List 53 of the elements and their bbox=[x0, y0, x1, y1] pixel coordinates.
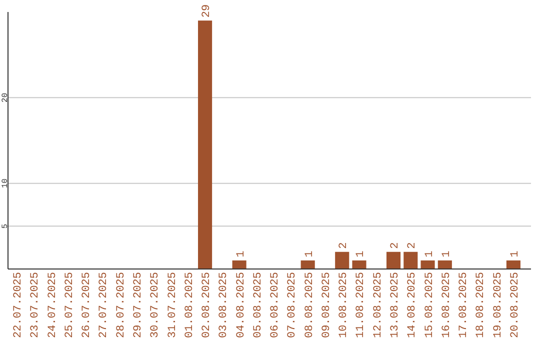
data-label: 1 bbox=[355, 250, 368, 258]
bar bbox=[438, 260, 452, 269]
y-tick-label: 20 bbox=[1, 92, 10, 102]
bar bbox=[232, 260, 246, 269]
data-label: 2 bbox=[338, 242, 350, 249]
x-tick-label: 01.08.2025 bbox=[184, 272, 196, 338]
data-label: 29 bbox=[201, 4, 214, 18]
x-tick-label: 04.08.2025 bbox=[235, 272, 248, 338]
data-label: 2 bbox=[406, 242, 419, 249]
x-tick-label: 24.07.2025 bbox=[46, 272, 59, 338]
bar bbox=[506, 260, 520, 269]
x-tick-label: 18.08.2025 bbox=[475, 272, 488, 338]
data-label: 1 bbox=[509, 250, 522, 258]
x-tick-label: 14.08.2025 bbox=[406, 272, 419, 338]
x-tick-label: 08.08.2025 bbox=[304, 272, 316, 338]
x-tick-label: 25.07.2025 bbox=[64, 272, 76, 338]
x-tick-label: 17.08.2025 bbox=[458, 272, 470, 338]
x-tick-label: 26.07.2025 bbox=[81, 272, 94, 338]
x-tick-label: 06.08.2025 bbox=[270, 272, 282, 338]
x-tick-label: 12.08.2025 bbox=[372, 272, 384, 338]
x-tick-label: 05.08.2025 bbox=[252, 272, 264, 338]
x-tick-label: 02.08.2025 bbox=[201, 272, 214, 338]
bar bbox=[335, 252, 350, 269]
x-tick-label: 09.08.2025 bbox=[320, 272, 333, 338]
bar bbox=[352, 260, 366, 269]
bar bbox=[386, 252, 401, 269]
x-tick-label: 07.08.2025 bbox=[286, 272, 299, 338]
bar bbox=[420, 260, 435, 269]
x-tick-label: 15.08.2025 bbox=[424, 272, 436, 338]
x-tick-label: 10.08.2025 bbox=[338, 272, 350, 338]
x-tick-label: 16.08.2025 bbox=[440, 272, 453, 338]
x-tick-label: 29.07.2025 bbox=[132, 272, 144, 338]
x-tick-label: 30.07.2025 bbox=[150, 272, 162, 338]
bar bbox=[198, 20, 212, 269]
data-label: 1 bbox=[440, 250, 453, 258]
bar bbox=[404, 252, 418, 269]
bar bbox=[300, 260, 315, 269]
x-tick-label: 27.07.2025 bbox=[98, 272, 110, 338]
x-tick-label: 03.08.2025 bbox=[218, 272, 230, 338]
x-tick-label: 23.07.2025 bbox=[30, 272, 42, 338]
x-tick-label: 22.07.2025 bbox=[12, 272, 25, 338]
x-tick-label: 11.08.2025 bbox=[355, 272, 368, 338]
x-tick-label: 20.08.2025 bbox=[509, 272, 522, 338]
x-tick-label: 31.07.2025 bbox=[166, 272, 179, 338]
x-tick-label: 28.07.2025 bbox=[115, 272, 128, 338]
data-label: 2 bbox=[390, 242, 402, 249]
y-tick-label: 5 bbox=[1, 224, 10, 229]
x-tick-label: 19.08.2025 bbox=[492, 272, 504, 338]
data-label: 1 bbox=[235, 250, 248, 258]
data-label: 1 bbox=[304, 250, 316, 258]
y-tick-label: 10 bbox=[1, 178, 10, 188]
x-tick-label: 13.08.2025 bbox=[390, 272, 402, 338]
data-label: 1 bbox=[424, 250, 436, 258]
